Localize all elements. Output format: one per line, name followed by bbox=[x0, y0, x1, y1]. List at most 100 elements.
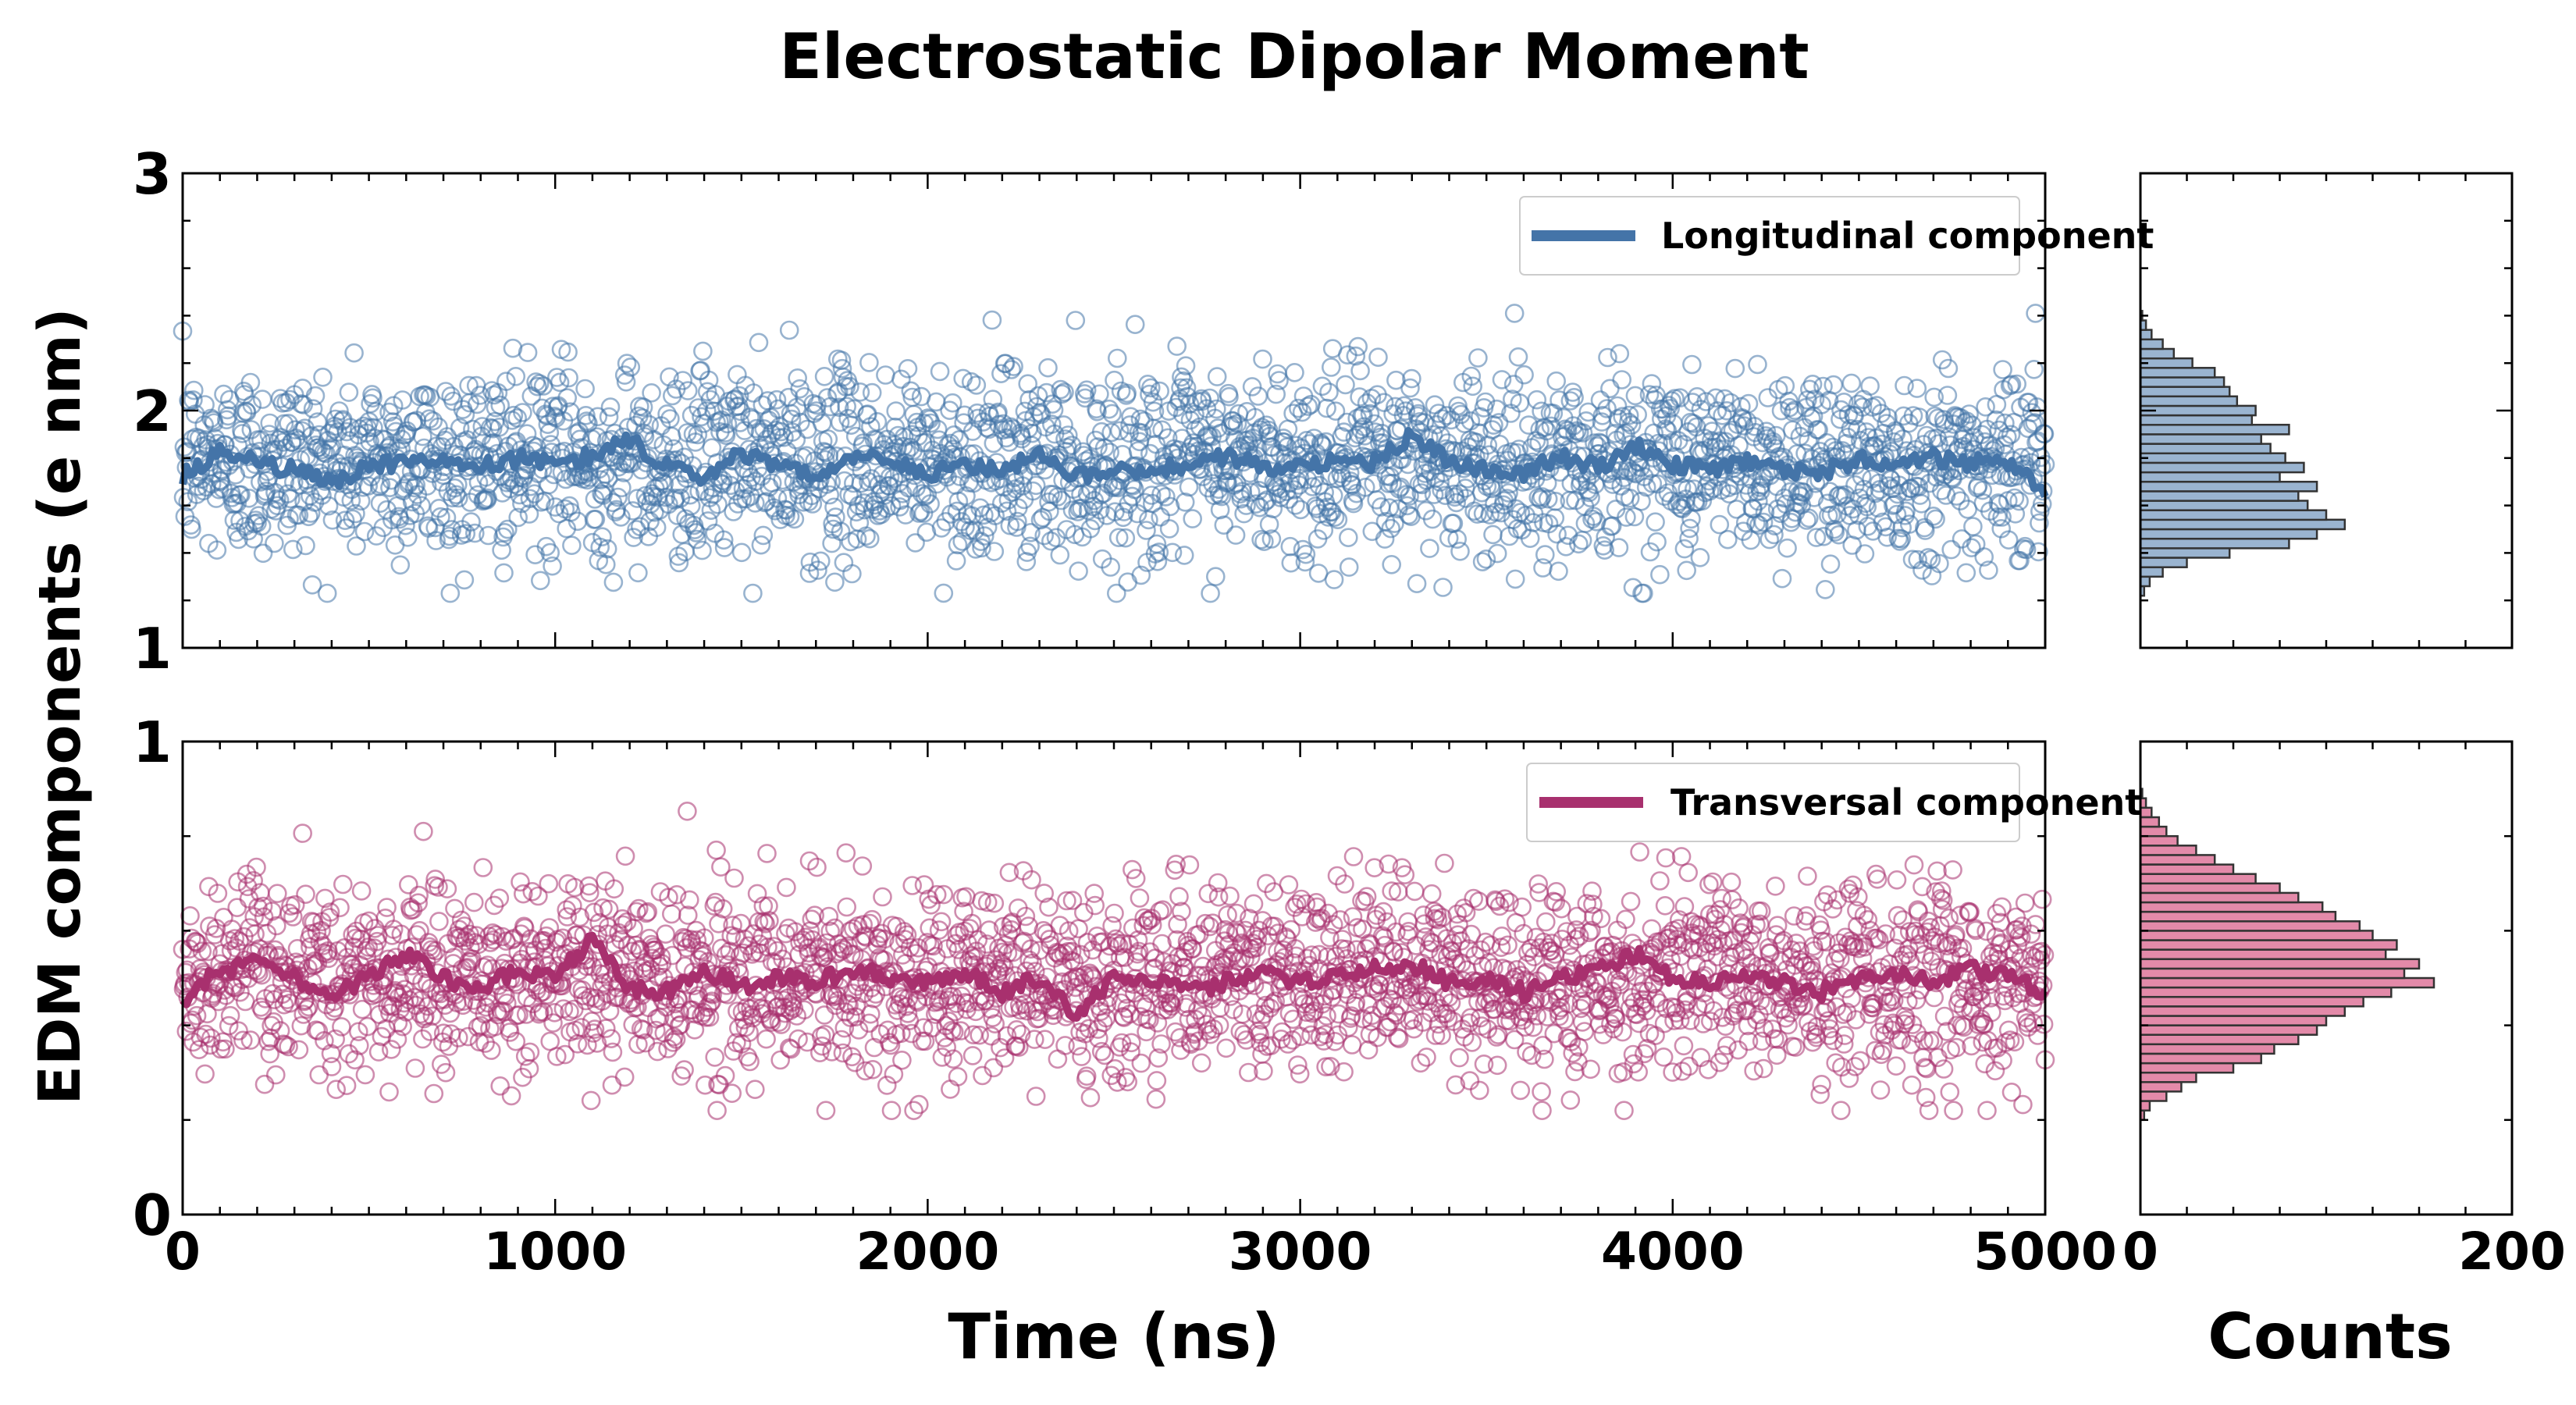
data-point bbox=[1055, 429, 1075, 449]
data-point bbox=[559, 368, 578, 388]
data-point bbox=[1216, 1038, 1236, 1058]
data-point bbox=[1753, 1058, 1774, 1079]
data-point bbox=[1026, 475, 1046, 496]
data-point bbox=[1350, 361, 1370, 381]
bottom-time-series-panel: 010 1000 2000 3000 4000 5000 bbox=[133, 710, 2117, 1282]
data-point bbox=[1042, 414, 1062, 434]
data-point bbox=[1054, 415, 1073, 435]
data-point bbox=[289, 505, 309, 525]
data-point bbox=[948, 535, 968, 555]
data-point bbox=[1220, 886, 1240, 906]
data-point bbox=[642, 382, 661, 403]
chart-title: Electrostatic Dipolar Moment bbox=[779, 20, 1809, 93]
running-mean-line bbox=[179, 427, 2049, 499]
data-point bbox=[1251, 529, 1271, 550]
data-point bbox=[1938, 358, 1959, 379]
data-point bbox=[588, 407, 608, 427]
data-point bbox=[346, 503, 365, 524]
data-point bbox=[1266, 384, 1286, 404]
top-time-series-panel: 123 bbox=[133, 141, 2055, 681]
data-point bbox=[473, 858, 493, 877]
data-point bbox=[1843, 499, 1863, 519]
data-point bbox=[1682, 354, 1702, 375]
data-point bbox=[2009, 491, 2029, 511]
data-point bbox=[1888, 905, 1908, 926]
data-point bbox=[1105, 370, 1124, 390]
data-point bbox=[1710, 514, 1730, 535]
data-point bbox=[505, 433, 525, 453]
data-point bbox=[1896, 501, 1916, 521]
data-point bbox=[1789, 485, 1809, 505]
data-point bbox=[731, 542, 752, 563]
data-point bbox=[288, 430, 308, 450]
data-point bbox=[1555, 419, 1575, 439]
data-point bbox=[1823, 1030, 1844, 1051]
data-point bbox=[1298, 397, 1318, 416]
data-point bbox=[260, 413, 280, 433]
data-point bbox=[1895, 375, 1914, 396]
data-point bbox=[2010, 550, 2030, 571]
data-point bbox=[1162, 542, 1183, 563]
data-point bbox=[617, 354, 637, 373]
data-point bbox=[265, 533, 284, 553]
data-point bbox=[411, 496, 431, 516]
data-point bbox=[341, 490, 361, 510]
data-point bbox=[962, 1046, 983, 1065]
data-point bbox=[1678, 863, 1698, 883]
data-point bbox=[714, 538, 735, 557]
data-point bbox=[1927, 861, 1947, 881]
data-point bbox=[745, 493, 765, 513]
data-point bbox=[966, 375, 987, 395]
data-point bbox=[918, 408, 938, 428]
data-point bbox=[241, 420, 262, 439]
data-point bbox=[707, 1101, 727, 1120]
data-point bbox=[965, 521, 985, 540]
data-point bbox=[196, 1024, 215, 1044]
data-point bbox=[1004, 357, 1023, 376]
data-point bbox=[850, 382, 870, 402]
data-point bbox=[749, 333, 769, 353]
data-point bbox=[881, 1101, 902, 1120]
data-point bbox=[611, 507, 631, 527]
data-point bbox=[1007, 1020, 1026, 1040]
data-point bbox=[1662, 391, 1681, 411]
data-point bbox=[1443, 514, 1464, 533]
data-point bbox=[657, 404, 677, 424]
data-point bbox=[1924, 387, 1944, 407]
data-point bbox=[1284, 480, 1304, 500]
data-point bbox=[1463, 376, 1482, 397]
data-point bbox=[876, 365, 895, 385]
data-point bbox=[363, 388, 382, 408]
data-point bbox=[530, 571, 550, 591]
data-point bbox=[490, 1076, 511, 1096]
data-point bbox=[1407, 574, 1427, 594]
data-point bbox=[1916, 521, 1935, 540]
data-point bbox=[927, 419, 948, 439]
data-point bbox=[1084, 490, 1104, 510]
data-point bbox=[612, 478, 632, 498]
data-point bbox=[528, 376, 547, 397]
data-point bbox=[1621, 891, 1641, 912]
data-point bbox=[195, 1064, 215, 1084]
data-point bbox=[661, 904, 681, 924]
data-point bbox=[587, 427, 607, 447]
data-point bbox=[628, 563, 648, 583]
data-point bbox=[558, 342, 578, 362]
data-point bbox=[815, 450, 835, 470]
data-point bbox=[1680, 518, 1699, 539]
data-point bbox=[1725, 358, 1745, 379]
data-point bbox=[1088, 437, 1108, 457]
data-point bbox=[1918, 548, 1938, 567]
data-point bbox=[1206, 567, 1226, 587]
data-point bbox=[317, 583, 337, 603]
data-point bbox=[424, 1083, 444, 1104]
data-point bbox=[1214, 515, 1234, 535]
data-point bbox=[371, 475, 391, 495]
data-point bbox=[1802, 374, 1823, 394]
data-point bbox=[1319, 382, 1339, 402]
data-point bbox=[1884, 494, 1905, 514]
data-point bbox=[1020, 536, 1040, 557]
data-point bbox=[1451, 404, 1471, 425]
data-point bbox=[1519, 415, 1539, 435]
data-point bbox=[1134, 411, 1154, 431]
